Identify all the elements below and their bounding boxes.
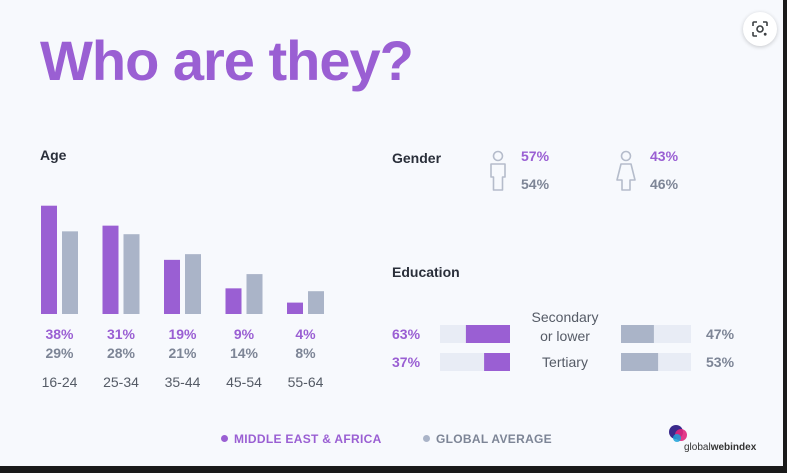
age-bar-global-16-24 — [62, 231, 78, 314]
age-bar-mea-45-54 — [225, 288, 242, 314]
edu-secondary-line2: or lower — [540, 328, 590, 344]
male-person-icon — [490, 150, 506, 191]
legend-global-label: GLOBAL AVERAGE — [436, 432, 552, 446]
legend-global-dot — [423, 435, 430, 443]
edu-tertiary-mea-label: 37% — [392, 354, 421, 370]
age-bar-global-35-44 — [185, 254, 201, 314]
edu-bar-mea-tertiary — [484, 353, 510, 371]
age-bar-mea-35-44 — [164, 259, 180, 314]
edu-bar-global-tertiary — [621, 353, 659, 371]
age-label-mea-55-64: 4% — [295, 326, 316, 342]
legend-mea-dot — [221, 435, 228, 443]
age-label-global-55-64: 8% — [295, 345, 316, 361]
female-person-icon — [616, 150, 636, 191]
edu-tertiary-global-label: 53% — [706, 354, 735, 370]
edu-secondary-line1: Secondary — [531, 309, 599, 325]
google-lens-button[interactable] — [743, 12, 777, 46]
age-label-global-45-54: 14% — [230, 345, 259, 361]
age-label-mea-16-24: 38% — [45, 326, 74, 342]
gender-section-label: Gender — [392, 150, 442, 166]
age-tick-45-54: 45-54 — [226, 374, 262, 390]
age-tick-55-64: 55-64 — [288, 374, 324, 390]
age-bar-mea-16-24 — [41, 205, 57, 314]
age-section-label: Age — [40, 147, 67, 163]
age-bar-mea-55-64 — [287, 302, 303, 314]
logo-mark-icon — [669, 425, 687, 442]
google-lens-icon — [752, 21, 768, 37]
page-title: Who are they? — [40, 29, 414, 92]
age-tick-16-24: 16-24 — [42, 374, 78, 390]
legend-global: GLOBAL AVERAGE — [423, 432, 552, 446]
education-section-label: Education — [392, 264, 460, 280]
education-bar-chart — [440, 325, 691, 371]
male-global-value: 54% — [521, 176, 550, 192]
age-label-global-25-34: 28% — [107, 345, 136, 361]
age-label-global-16-24: 29% — [45, 345, 74, 361]
age-label-mea-25-34: 31% — [107, 326, 136, 342]
female-mea-value: 43% — [650, 148, 679, 164]
female-global-value: 46% — [650, 176, 679, 192]
age-label-mea-35-44: 19% — [168, 326, 197, 342]
age-tick-35-44: 35-44 — [165, 374, 201, 390]
age-label-mea-45-54: 9% — [234, 326, 255, 342]
edu-secondary-global-label: 47% — [706, 326, 735, 342]
age-tick-25-34: 25-34 — [103, 374, 139, 390]
age-bar-global-55-64 — [308, 291, 324, 314]
legend-mea: MIDDLE EAST & AFRICA — [221, 432, 382, 446]
edu-tertiary-category-label: Tertiary — [542, 354, 588, 370]
age-bar-global-45-54 — [246, 274, 263, 314]
age-label-global-35-44: 21% — [168, 345, 197, 361]
edu-secondary-mea-label: 63% — [392, 326, 421, 342]
male-mea-value: 57% — [521, 148, 550, 164]
logo-wordmark: globalwebindex — [684, 442, 756, 453]
age-bar-global-25-34 — [123, 234, 140, 314]
globalwebindex-logo: globalwebindex — [668, 424, 756, 458]
edu-secondary-category-label: Secondary or lower — [520, 308, 610, 346]
logo-part1: global — [684, 442, 711, 453]
legend-mea-label: MIDDLE EAST & AFRICA — [234, 432, 382, 446]
age-bar-mea-25-34 — [102, 225, 119, 314]
edu-bar-global-secondary — [621, 325, 654, 343]
edu-bar-mea-secondary — [465, 325, 510, 343]
logo-part2: webindex — [710, 442, 757, 453]
age-bar-chart: 38% 29% 16-24 31% 28% 25-34 19% 21% 35-44 9% 14% 45… — [41, 205, 324, 390]
